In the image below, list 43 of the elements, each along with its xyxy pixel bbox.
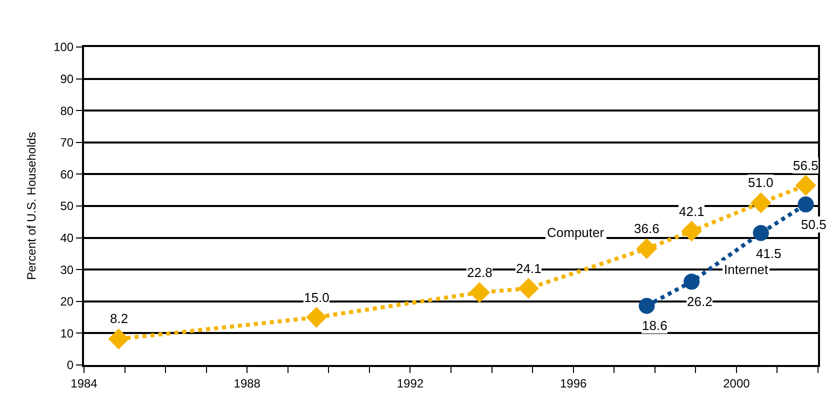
- point: [798, 196, 814, 212]
- data-label: 18.6: [642, 318, 668, 333]
- y-tick-label: 20: [60, 294, 74, 309]
- point: [684, 274, 700, 290]
- y-tick-label: 60: [60, 167, 74, 182]
- data-label: 24.1: [516, 261, 542, 276]
- point: [306, 306, 327, 328]
- y-axis-title: Percent of U.S. Households: [24, 132, 38, 280]
- x-tick-label: 1988: [234, 376, 261, 390]
- data-label: 36.6: [634, 221, 660, 236]
- data-label: 42.1: [679, 204, 704, 219]
- x-tick-label: 1984: [70, 376, 98, 390]
- y-tick-label: 0: [66, 358, 74, 372]
- y-tick-label: 100: [54, 40, 74, 54]
- data-label: 51.0: [748, 175, 774, 190]
- point: [752, 225, 769, 242]
- x-tick-label: 1992: [396, 376, 424, 390]
- x-tick-label: 1996: [560, 376, 587, 390]
- data-label: 8.2: [110, 311, 128, 326]
- point: [681, 220, 702, 242]
- point: [750, 192, 772, 214]
- data-label: 56.5: [793, 158, 818, 173]
- y-tick-label: 10: [60, 326, 74, 340]
- y-tick-label: 70: [60, 136, 74, 150]
- y-tick-label: 50: [60, 199, 74, 214]
- data-label: 26.2: [687, 294, 712, 309]
- point: [636, 238, 658, 260]
- data-label: 15.0: [304, 290, 330, 305]
- point: [518, 278, 539, 299]
- data-label: 22.8: [467, 265, 492, 280]
- point: [795, 174, 816, 196]
- data-label: 41.5: [756, 246, 782, 261]
- series-label: Computer: [547, 225, 605, 240]
- data-label: 50.5: [801, 217, 826, 232]
- y-tick-label: 90: [60, 72, 74, 86]
- point: [469, 282, 490, 303]
- series-label: Internet: [724, 262, 768, 277]
- point: [638, 298, 655, 314]
- y-tick-label: 80: [60, 104, 74, 118]
- point: [108, 328, 130, 350]
- x-tick-label: 2000: [723, 376, 750, 390]
- y-tick-label: 30: [60, 262, 74, 277]
- y-tick-label: 40: [60, 231, 74, 245]
